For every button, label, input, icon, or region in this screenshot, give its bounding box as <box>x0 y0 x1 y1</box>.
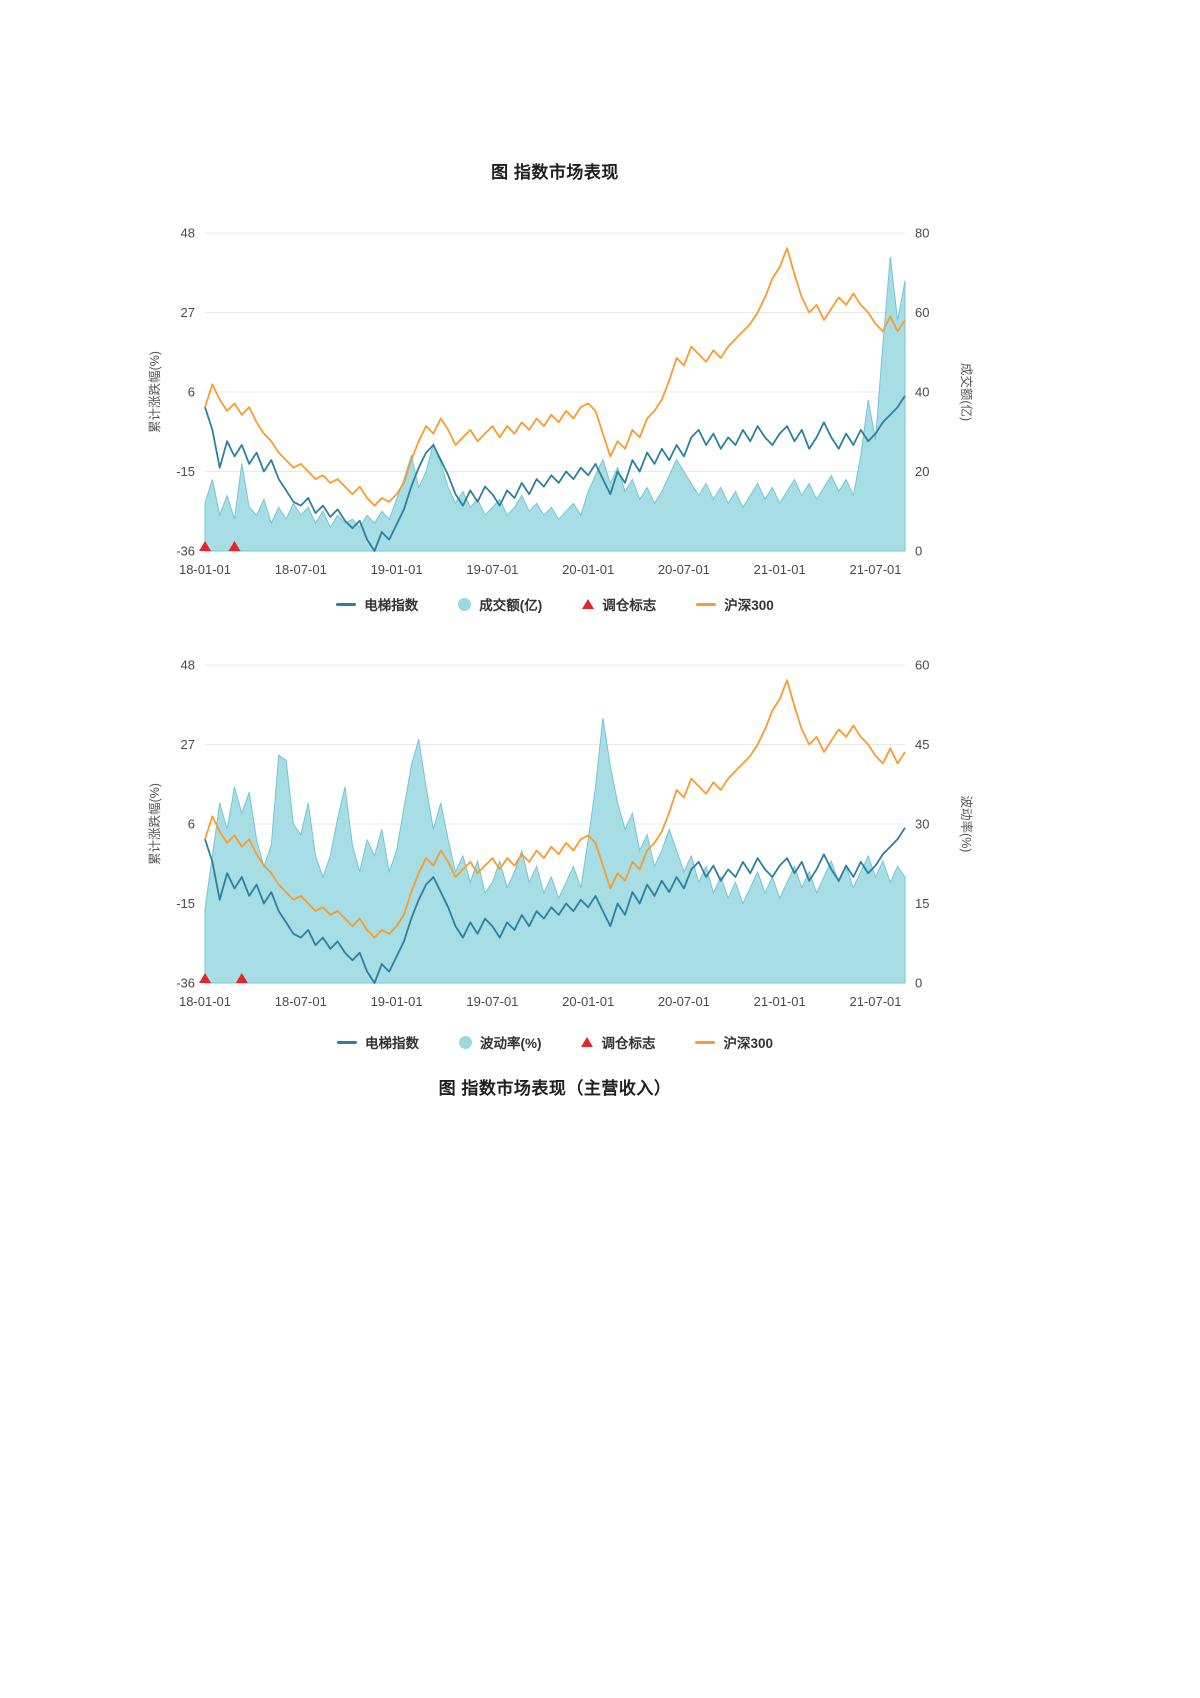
legend-circle-swatch <box>458 1035 472 1049</box>
svg-text:波动率(%): 波动率(%) <box>959 796 974 853</box>
legend-label: 沪深300 <box>723 1036 774 1051</box>
svg-text:-36: -36 <box>176 976 195 991</box>
svg-text:0: 0 <box>915 976 922 991</box>
svg-text:0: 0 <box>915 544 922 559</box>
chart-1-legend-item-1[interactable]: 成交额(亿) <box>458 594 542 614</box>
svg-text:60: 60 <box>915 305 929 320</box>
svg-text:成交额(亿): 成交额(亿) <box>959 363 974 421</box>
chart-2-svg: 48 27 6 -15 -36 60 45 30 15 0 18-01-01 18-07-01 19-0… <box>147 658 974 1010</box>
legend-line-swatch <box>695 1040 716 1044</box>
chart-2-title: 图 指数市场表现（主营收入） <box>438 1079 672 1098</box>
svg-text:-15: -15 <box>176 464 195 479</box>
svg-text:80: 80 <box>915 226 929 241</box>
svg-text:15: 15 <box>915 896 929 911</box>
legend-label: 成交额(亿) <box>479 598 543 613</box>
legend-label: 调仓标志 <box>602 598 657 613</box>
chart-2-legend-item-3[interactable]: 沪深300 <box>695 1032 773 1052</box>
chart-1-legend-item-0[interactable]: 电梯指数 <box>336 594 418 614</box>
chart-1-svg: 48 27 6 -15 -36 80 60 40 20 0 18-01-01 18-07-01 19-0… <box>147 226 974 578</box>
legend-line-swatch <box>336 602 357 606</box>
legend-line-swatch <box>696 602 717 606</box>
legend-label: 电梯指数 <box>364 1036 419 1051</box>
chart-2-legend-item-2[interactable]: 调仓标志 <box>581 1032 655 1052</box>
svg-text:21-07-01: 21-07-01 <box>849 994 901 1009</box>
svg-text:18-01-01: 18-01-01 <box>179 994 231 1009</box>
legend-triangle-swatch <box>581 1037 594 1047</box>
svg-text:18-01-01: 18-01-01 <box>179 562 231 577</box>
chart-1-legend: 电梯指数 成交额(亿) 调仓标志 沪深300 <box>100 594 1010 614</box>
chart-2-legend-item-0[interactable]: 电梯指数 <box>336 1032 419 1052</box>
svg-text:19-01-01: 19-01-01 <box>371 994 423 1009</box>
chart-2-legend-item-1[interactable]: 波动率(%) <box>458 1032 542 1052</box>
svg-text:48: 48 <box>181 226 195 241</box>
legend-circle-swatch <box>458 597 472 611</box>
svg-text:18-07-01: 18-07-01 <box>275 994 327 1009</box>
svg-text:20-07-01: 20-07-01 <box>658 562 710 577</box>
chart-2-legend: 电梯指数 波动率(%) 调仓标志 沪深300 <box>100 1032 1010 1052</box>
legend-label: 沪深300 <box>724 598 774 613</box>
svg-text:21-01-01: 21-01-01 <box>754 562 806 577</box>
svg-text:21-07-01: 21-07-01 <box>849 562 901 577</box>
svg-text:20-01-01: 20-01-01 <box>562 994 614 1009</box>
svg-text:20: 20 <box>915 464 929 479</box>
svg-text:6: 6 <box>188 817 195 832</box>
svg-text:6: 6 <box>188 385 195 400</box>
svg-text:18-07-01: 18-07-01 <box>275 562 327 577</box>
svg-text:-36: -36 <box>176 544 195 559</box>
svg-text:27: 27 <box>181 305 195 320</box>
legend-triangle-swatch <box>582 599 595 609</box>
svg-text:45: 45 <box>915 737 929 752</box>
svg-text:19-01-01: 19-01-01 <box>371 562 423 577</box>
svg-text:20-07-01: 20-07-01 <box>658 994 710 1009</box>
svg-text:19-07-01: 19-07-01 <box>466 562 518 577</box>
legend-label: 波动率(%) <box>479 1036 542 1051</box>
chart-1-legend-item-3[interactable]: 沪深300 <box>696 594 774 614</box>
legend-label: 调仓标志 <box>601 1036 656 1051</box>
svg-text:27: 27 <box>181 737 195 752</box>
legend-label: 电梯指数 <box>364 598 419 613</box>
chart-1-legend-item-2[interactable]: 调仓标志 <box>582 594 656 614</box>
svg-text:19-07-01: 19-07-01 <box>466 994 518 1009</box>
chart-1: 48 27 6 -15 -36 80 60 40 20 0 18-01-01 18-07-01 19-0… <box>100 218 1100 578</box>
svg-text:30: 30 <box>915 817 929 832</box>
chart-1-title: 图 指数市场表现 <box>491 163 619 182</box>
svg-text:20-01-01: 20-01-01 <box>562 562 614 577</box>
legend-line-swatch <box>336 1040 357 1044</box>
svg-text:40: 40 <box>915 385 929 400</box>
svg-text:累计涨跌幅(%): 累计涨跌幅(%) <box>147 783 162 865</box>
svg-text:21-01-01: 21-01-01 <box>754 994 806 1009</box>
chart-2: 48 27 6 -15 -36 60 45 30 15 0 18-01-01 18-07-01 19-0… <box>100 650 1100 1010</box>
svg-text:60: 60 <box>915 658 929 673</box>
svg-text:48: 48 <box>181 658 195 673</box>
svg-text:-15: -15 <box>176 896 195 911</box>
svg-text:累计涨跌幅(%): 累计涨跌幅(%) <box>147 351 162 433</box>
